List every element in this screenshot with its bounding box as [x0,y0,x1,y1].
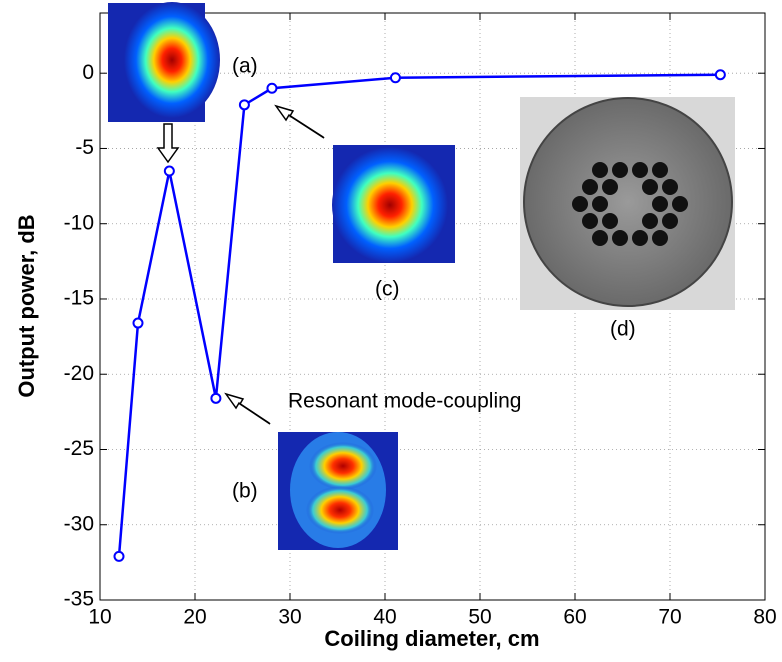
annotation: Resonant mode-coupling [288,390,521,413]
x-tick-label: 50 [468,606,491,629]
inset-b-lobe [309,442,377,490]
x-tick-label: 70 [658,606,681,629]
data-point [238,99,250,111]
inset-a-spot [124,2,220,118]
annotation: (d) [610,318,636,341]
y-tick-label: -5 [75,136,94,159]
y-tick-label: -25 [64,437,94,460]
annotation: (c) [375,278,400,301]
data-point [714,69,726,81]
plot-frame [99,12,766,601]
holes [572,162,688,246]
x-tick-label: 60 [563,606,586,629]
inset-c-spot [332,147,448,263]
x-tick-label: 10 [88,606,111,629]
y-tick-label: -20 [64,362,94,385]
x-tick-label: 40 [373,606,396,629]
annotation: (a) [232,55,258,78]
y-tick-label: 0 [82,61,94,84]
data-point [210,392,222,404]
data-point [389,72,401,84]
y-tick-label: -30 [64,512,94,535]
fiber-face [523,97,733,307]
data-point [163,165,175,177]
y-tick-label: -35 [64,588,94,611]
y-tick-label: -10 [64,211,94,234]
data-point [132,317,144,329]
arrow [224,392,271,425]
arrow [156,123,180,164]
data-line [117,73,721,557]
data-point [113,550,125,562]
inset-b-lobe [306,486,374,534]
annotation: (b) [232,480,258,503]
x-tick-label: 20 [183,606,206,629]
x-axis-label: Coiling diameter, cm [324,626,539,651]
x-tick-label: 80 [753,606,776,629]
y-tick-label: -15 [64,287,94,310]
insets [108,2,735,550]
x-tick-label: 30 [278,606,301,629]
arrow [274,104,325,139]
data-point [266,82,278,94]
y-axis-label: Output power, dB [14,214,39,397]
